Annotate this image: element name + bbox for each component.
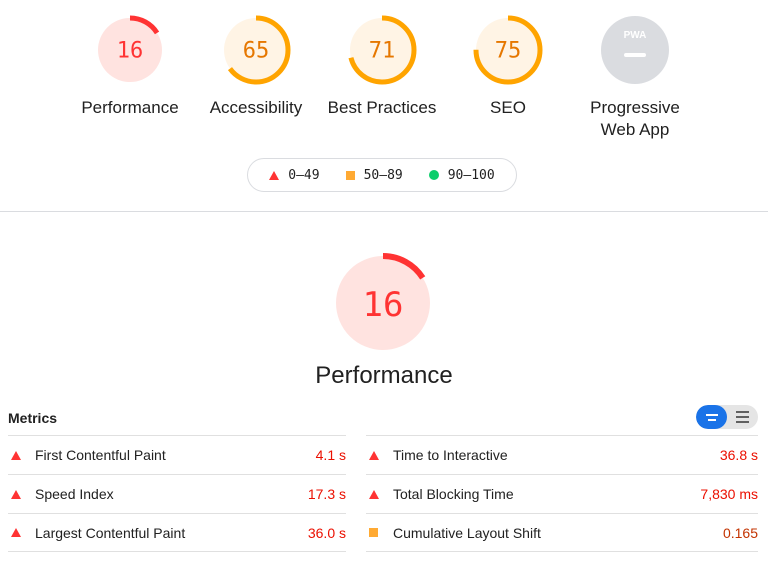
gauge-accessibility[interactable]: 65 Accessibility bbox=[181, 14, 331, 119]
metric-name: Time to Interactive bbox=[393, 447, 508, 463]
fail-triangle-icon bbox=[11, 450, 29, 460]
metric-name: First Contentful Paint bbox=[35, 447, 166, 463]
average-square-icon bbox=[369, 528, 387, 537]
category-gauges: 16 Performance 65 Accessibility 71 Best … bbox=[0, 0, 768, 150]
gauge-pwa[interactable]: PWA Progressive Web App bbox=[560, 14, 710, 141]
metric-value: 4.1 s bbox=[315, 447, 346, 463]
fail-triangle-icon bbox=[11, 528, 29, 537]
legend-average: 50–89 bbox=[345, 167, 403, 183]
pwa-badge-text: PWA bbox=[624, 30, 647, 41]
metric-row[interactable]: First Contentful Paint 4.1 s bbox=[8, 435, 346, 474]
seo-label: SEO bbox=[490, 98, 526, 117]
metric-name: Total Blocking Time bbox=[393, 486, 514, 502]
metric-value: 7,830 ms bbox=[700, 486, 758, 502]
performance-main-ring: 16 bbox=[333, 253, 433, 353]
metric-row[interactable]: Speed Index 17.3 s bbox=[8, 474, 346, 513]
fail-triangle-icon bbox=[269, 170, 280, 180]
metric-value: 36.8 s bbox=[719, 447, 758, 463]
expanded-view-button[interactable] bbox=[727, 405, 758, 429]
seo-score: 75 bbox=[495, 39, 522, 64]
metrics-view-toggle[interactable] bbox=[696, 405, 758, 429]
pwa-label-line2: Web App bbox=[600, 120, 670, 139]
metric-row[interactable]: Total Blocking Time 7,830 ms bbox=[366, 474, 758, 513]
score-legend: 0–49 50–89 90–100 bbox=[247, 158, 517, 192]
performance-main-gauge: 16 bbox=[330, 250, 436, 361]
legend-fail-range: 0–49 bbox=[288, 167, 320, 183]
fail-triangle-icon bbox=[369, 450, 387, 460]
pwa-badge-icon: PWA bbox=[601, 16, 669, 84]
metrics-heading: Metrics bbox=[8, 410, 58, 426]
metrics-column-left: First Contentful Paint 4.1 s Speed Index… bbox=[8, 435, 346, 552]
performance-title: Performance bbox=[315, 362, 453, 389]
metric-row[interactable]: Time to Interactive 36.8 s bbox=[366, 435, 758, 474]
pwa-label: Progressive Web App bbox=[560, 97, 710, 141]
seo-gauge-ring: 75 bbox=[473, 15, 543, 85]
performance-score: 16 bbox=[117, 39, 144, 64]
gauge-best-practices[interactable]: 71 Best Practices bbox=[307, 14, 457, 119]
performance-label: Performance bbox=[81, 98, 179, 117]
section-divider bbox=[0, 211, 768, 212]
metric-value: 0.165 bbox=[722, 524, 758, 541]
accessibility-label: Accessibility bbox=[209, 98, 303, 117]
legend-average-range: 50–89 bbox=[363, 167, 403, 183]
metric-value: 17.3 s bbox=[307, 486, 346, 502]
metrics-column-right: Time to Interactive 36.8 s Total Blockin… bbox=[366, 435, 758, 552]
legend-pass-range: 90–100 bbox=[447, 167, 495, 183]
performance-main-score: 16 bbox=[363, 285, 404, 325]
gauge-seo[interactable]: 75 SEO bbox=[433, 14, 583, 119]
best-practices-score: 71 bbox=[369, 39, 396, 64]
best-practices-gauge-ring: 71 bbox=[347, 15, 417, 85]
metric-name: Cumulative Layout Shift bbox=[393, 524, 541, 541]
gauge-performance[interactable]: 16 Performance bbox=[55, 14, 205, 119]
average-square-icon bbox=[345, 170, 355, 180]
accessibility-score: 65 bbox=[243, 39, 270, 64]
performance-gauge-ring: 16 bbox=[95, 15, 165, 85]
metric-row[interactable]: Cumulative Layout Shift 0.165 bbox=[366, 513, 758, 552]
legend-pass: 90–100 bbox=[428, 167, 495, 183]
metric-name: Largest Contentful Paint bbox=[35, 524, 186, 541]
best-practices-label: Best Practices bbox=[327, 98, 437, 117]
compact-view-button[interactable] bbox=[696, 405, 727, 429]
fail-triangle-icon bbox=[11, 489, 29, 499]
fail-triangle-icon bbox=[369, 489, 387, 499]
metric-value: 36.0 s bbox=[307, 524, 346, 541]
pass-circle-icon bbox=[428, 170, 439, 180]
pwa-label-line1: Progressive bbox=[590, 98, 680, 117]
metric-name: Speed Index bbox=[35, 486, 114, 502]
legend-fail: 0–49 bbox=[269, 167, 320, 183]
accessibility-gauge-ring: 65 bbox=[221, 15, 291, 85]
metric-row[interactable]: Largest Contentful Paint 36.0 s bbox=[8, 513, 346, 552]
